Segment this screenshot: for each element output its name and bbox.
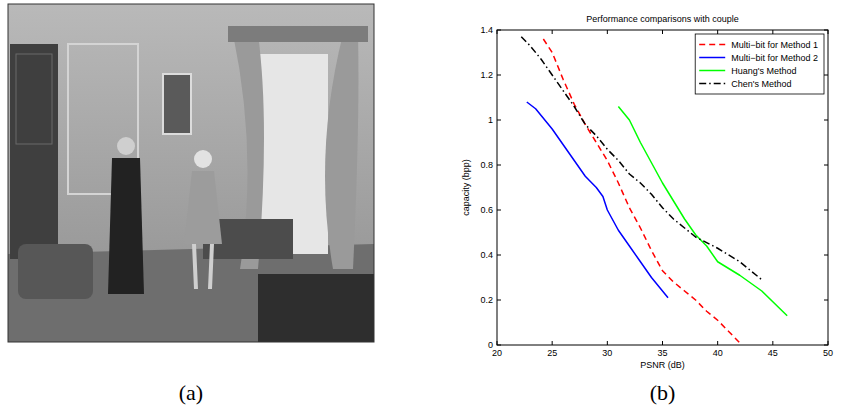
x-tick — [607, 341, 608, 345]
photo-wall — [8, 4, 374, 342]
x-tick — [607, 30, 608, 34]
y-tick-label: 0.6 — [480, 205, 493, 215]
y-tick-label: 0.4 — [480, 250, 493, 260]
x-tick — [662, 341, 663, 345]
photo-woman-head — [194, 150, 212, 168]
photo-valance — [228, 26, 368, 42]
x-axis-title: PSNR (dB) — [640, 360, 685, 370]
photo-border — [8, 4, 374, 342]
y-tick-label: 0.8 — [480, 160, 493, 170]
panel-label: (a) — [179, 380, 203, 405]
y-tick — [824, 120, 828, 121]
x-tick-label: 40 — [713, 348, 723, 358]
x-tick — [772, 30, 773, 34]
photo-woman — [184, 171, 222, 244]
legend-swatch — [699, 57, 725, 59]
y-tick — [824, 210, 828, 211]
legend-swatch — [699, 83, 725, 85]
photo-door-panel — [16, 54, 52, 144]
panel-label: (b) — [650, 380, 676, 405]
x-tick-label: 25 — [547, 348, 557, 358]
legend-box — [695, 34, 824, 94]
y-tick-label: 1.4 — [480, 25, 493, 35]
photo-curtain — [325, 34, 358, 269]
legend-label: Huang's Method — [731, 66, 796, 76]
legend-label: Chen's Method — [731, 79, 791, 89]
y-tick — [497, 255, 501, 256]
y-tick-label: 1 — [488, 115, 493, 125]
legend-label: Multi−bit for Method 1 — [731, 40, 818, 50]
x-tick — [717, 341, 718, 345]
x-tick-label: 45 — [768, 348, 778, 358]
x-tick — [717, 30, 718, 34]
x-tick — [552, 341, 553, 345]
legend-swatch — [699, 44, 725, 46]
plot-frame — [497, 30, 828, 345]
photo — [8, 4, 374, 342]
photo-armchair — [18, 244, 93, 299]
x-tick-label: 35 — [657, 348, 667, 358]
plot-area — [497, 30, 828, 345]
x-tick-label: 30 — [602, 348, 612, 358]
photo-picture — [163, 74, 191, 134]
legend-swatch — [699, 70, 725, 72]
photo-door — [10, 44, 58, 259]
y-tick — [824, 255, 828, 256]
series-line — [527, 102, 668, 298]
y-tick — [497, 210, 501, 211]
y-tick-label: 0.2 — [480, 295, 493, 305]
x-tick-label: 20 — [492, 348, 502, 358]
x-tick — [772, 341, 773, 345]
y-tick — [497, 75, 501, 76]
photo-man-head — [117, 137, 135, 155]
y-tick-label: 1.2 — [480, 70, 493, 80]
y-tick — [497, 120, 501, 121]
y-axis-title: capacity (bpp) — [461, 159, 471, 216]
photo-man — [108, 158, 144, 294]
legend-label: Multi−bit for Method 2 — [731, 53, 818, 63]
chart-title: Performance comparisons with couple — [586, 14, 739, 24]
y-tick — [824, 75, 828, 76]
legend: Multi−bit for Method 1 Multi−bit for Meth… — [695, 34, 824, 94]
x-tick — [552, 30, 553, 34]
y-tick — [497, 165, 501, 166]
y-tick — [497, 300, 501, 301]
photo-woman-legs — [194, 244, 212, 289]
y-tick — [824, 300, 828, 301]
y-tick — [824, 165, 828, 166]
series-line — [618, 107, 787, 316]
photo-desk — [258, 274, 374, 342]
y-tick-label: 0 — [488, 340, 493, 350]
figure: (a) Performance comparisons with couple 20… — [0, 0, 847, 419]
x-tick — [662, 30, 663, 34]
photo-floor — [8, 244, 374, 342]
x-tick-label: 50 — [823, 348, 833, 358]
